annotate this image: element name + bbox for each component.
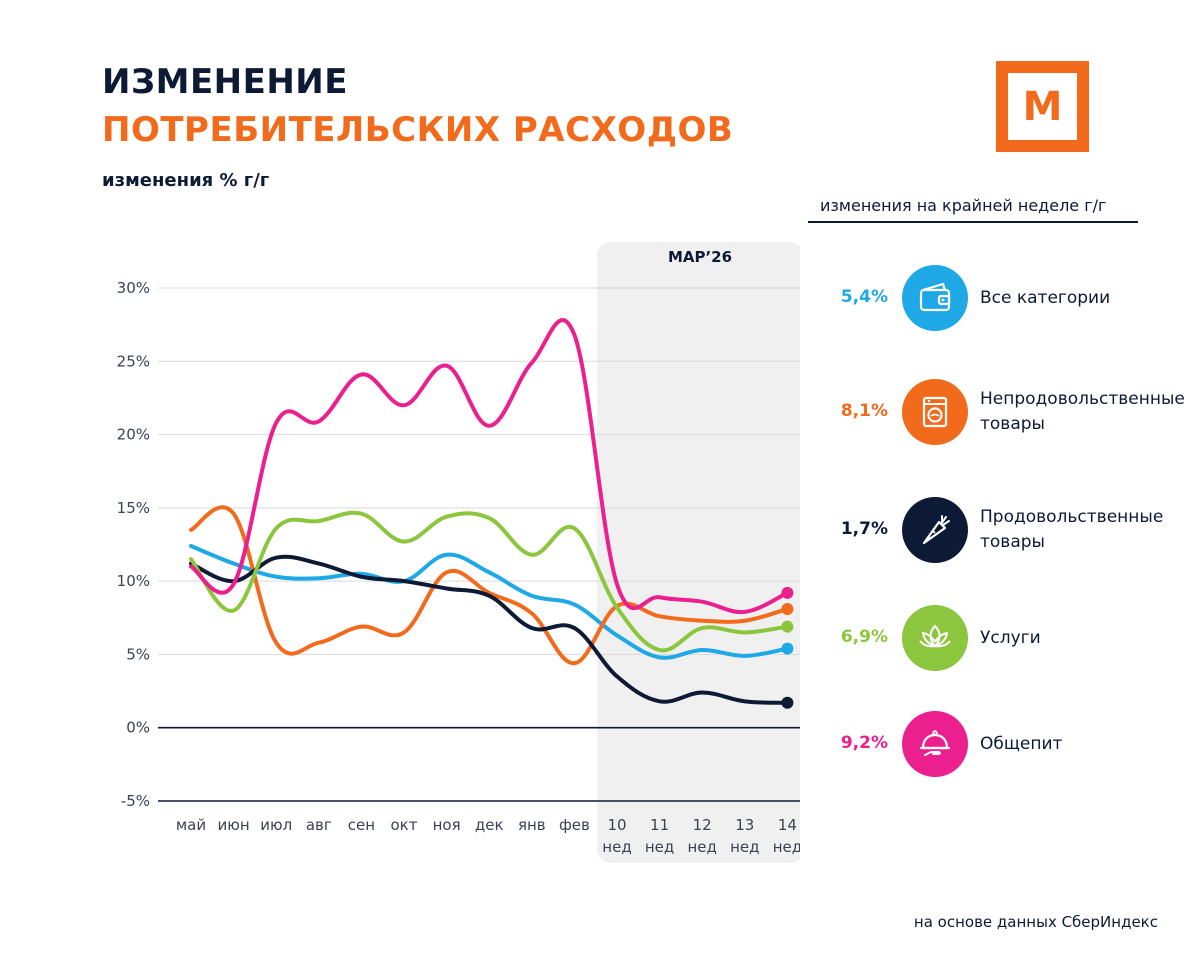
- x-tick-label: дек: [475, 816, 504, 834]
- x-tick-label: сен: [348, 816, 375, 834]
- x-tick-label: нед: [687, 838, 716, 856]
- line-chart: МАР’26 30% 25% 20% 15% 10% 5% 0% -5% май июн июл а…: [117, 242, 800, 863]
- y-tick-label: 5%: [126, 645, 150, 663]
- y-tick-label: 30%: [117, 279, 150, 297]
- series-line-nonfood: [189, 505, 790, 666]
- legend-item-all: 5,4% Все категории: [808, 265, 1200, 335]
- legend-value: 9,2%: [840, 733, 888, 753]
- washing-machine-icon: [902, 379, 968, 445]
- carrot-icon: [902, 497, 968, 563]
- y-tick-label: 0%: [126, 719, 150, 737]
- data-source-note: на основе данных СберИндекс: [913, 913, 1158, 931]
- legend-value: 1,7%: [840, 519, 888, 539]
- legend-title: изменения на крайней неделе г/г: [820, 196, 1107, 215]
- brand-logo: М: [996, 61, 1089, 152]
- legend-label: Продовольственные товары: [980, 507, 1164, 552]
- x-tick-label: июл: [260, 816, 292, 834]
- chart-grid: [158, 287, 800, 802]
- x-tick-label: 14: [778, 816, 797, 834]
- legend-item-services: 6,9% Услуги: [808, 605, 1200, 675]
- brand-logo-letter: М: [1008, 73, 1077, 140]
- wallet-icon: [902, 265, 968, 331]
- series-line-food: [189, 554, 790, 705]
- y-axis: 30% 25% 20% 15% 10% 5% 0% -5%: [117, 279, 150, 810]
- page-title: ИЗМЕНЕНИЕ: [102, 62, 348, 102]
- legend-item-nonfood: 8,1% Непродовольственные товары: [808, 379, 1200, 449]
- x-tick-label: фев: [559, 816, 590, 834]
- legend-value: 5,4%: [840, 287, 888, 307]
- x-tick-label: нед: [645, 838, 674, 856]
- x-tick-label: нед: [730, 838, 759, 856]
- chart-series: [189, 318, 794, 709]
- x-tick-label: июн: [218, 816, 250, 834]
- highlight-label: МАР’26: [668, 248, 732, 266]
- x-tick-label: нед: [773, 838, 800, 856]
- legend-value: 6,9%: [840, 627, 888, 647]
- legend-label: Услуги: [980, 627, 1041, 648]
- y-tick-label: 15%: [117, 499, 150, 517]
- x-tick-label: 11: [650, 816, 669, 834]
- x-tick-label: май: [176, 816, 206, 834]
- x-tick-label: окт: [391, 816, 418, 834]
- y-tick-label: 25%: [117, 352, 150, 370]
- legend-value: 8,1%: [840, 401, 888, 421]
- series-line-services: [189, 510, 790, 653]
- legend-item-catering: 9,2% Общепит: [808, 711, 1200, 781]
- series-line-all-categories: [189, 543, 790, 660]
- y-tick-label: 20%: [117, 426, 150, 444]
- x-tick-label: 10: [607, 816, 626, 834]
- series-end-point: [781, 620, 794, 633]
- legend-divider: [808, 221, 1138, 223]
- x-tick-label: 12: [693, 816, 712, 834]
- y-tick-label: 10%: [117, 572, 150, 590]
- x-tick-label: нед: [602, 838, 631, 856]
- legend-label: Непродовольственные товары: [980, 389, 1185, 434]
- x-tick-label: ноя: [433, 816, 461, 834]
- x-tick-label: 13: [735, 816, 754, 834]
- series-line-catering: [189, 318, 790, 615]
- lotus-icon: [902, 605, 968, 671]
- page-title-accent: ПОТРЕБИТЕЛЬСКИХ РАСХОДОВ: [102, 110, 734, 150]
- y-tick-label: -5%: [121, 792, 150, 810]
- highlight-band: [597, 242, 800, 863]
- legend-label: Все категории: [980, 287, 1111, 308]
- x-axis: май июн июл авг сен окт ноя дек янв фев 10 нед 11 нед…: [176, 816, 800, 856]
- legend-label: Общепит: [980, 733, 1063, 754]
- legend-item-food: 1,7% Продовольственные товары: [808, 497, 1200, 567]
- x-tick-label: авг: [306, 816, 332, 834]
- series-end-point: [781, 602, 794, 615]
- x-tick-label: янв: [518, 816, 546, 834]
- series-end-point: [781, 586, 794, 599]
- cloche-icon: [902, 711, 968, 777]
- series-end-point: [781, 696, 794, 709]
- series-end-point: [781, 642, 794, 655]
- chart-subtitle: изменения % г/г: [102, 170, 270, 191]
